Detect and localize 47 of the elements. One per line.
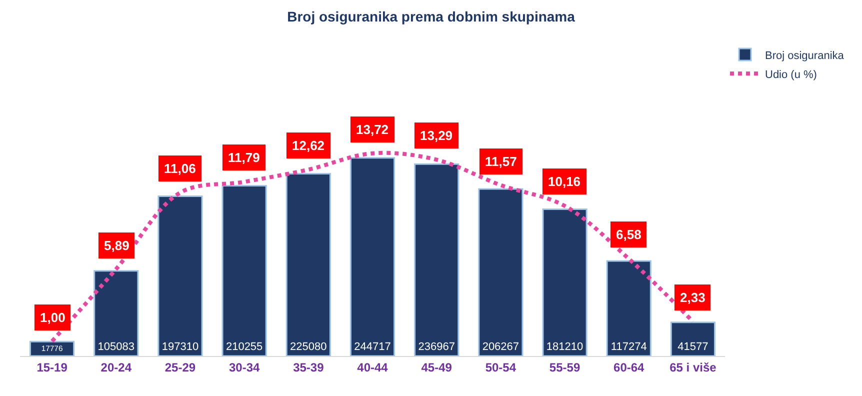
chart-title: Broj osiguranika prema dobnim skupinama [287,8,576,25]
bar [222,185,267,356]
data-label: 13,72 [356,122,389,137]
data-label: 244717 [354,341,391,353]
data-label: 11,79 [228,150,260,165]
x-tick-label: 45-49 [421,360,452,374]
data-label: 210255 [226,341,263,353]
data-label: 236967 [418,341,455,353]
bar [30,340,75,356]
x-tick-label: 60-64 [614,360,645,374]
data-label: 181210 [546,341,584,353]
x-tick-label: 15-19 [36,360,68,374]
bar [606,260,652,356]
x-tick-label: 65 i više [670,360,717,374]
x-tick-label: 25-29 [164,360,196,374]
data-label: 10,16 [548,174,581,189]
data-label: 197310 [162,341,199,353]
bar [478,188,524,356]
data-label: 206267 [482,341,520,353]
data-label: 11,57 [485,154,517,169]
bar [286,173,331,356]
x-tick-label: 40-44 [357,360,388,374]
x-tick-label: 35-39 [293,360,324,374]
data-label: 105083 [98,341,134,353]
x-tick-label: 55-59 [549,360,580,374]
data-label: 11,06 [164,161,196,176]
x-tick-label: 30-34 [228,360,260,374]
data-label: 5,89 [104,238,130,253]
bar [414,163,460,356]
legend-label: Broj osiguranika [765,50,845,62]
data-label: 1,00 [40,310,66,325]
x-tick-label: 50-54 [485,360,516,374]
data-label: 2,33 [680,290,706,305]
data-label: 41577 [678,341,708,353]
bar [158,196,203,356]
legend-label: Udio (u %) [765,68,817,81]
bar [670,322,716,356]
bar [542,208,588,356]
bar [94,270,139,356]
data-label: 6,58 [616,227,642,242]
data-label: 12,62 [292,138,325,153]
bar [350,157,396,356]
x-tick-label: 20-24 [100,360,132,374]
data-label: 13,29 [420,128,453,143]
data-label: 117274 [610,341,647,353]
data-label: 17776 [41,344,63,353]
data-label: 225080 [290,341,327,353]
